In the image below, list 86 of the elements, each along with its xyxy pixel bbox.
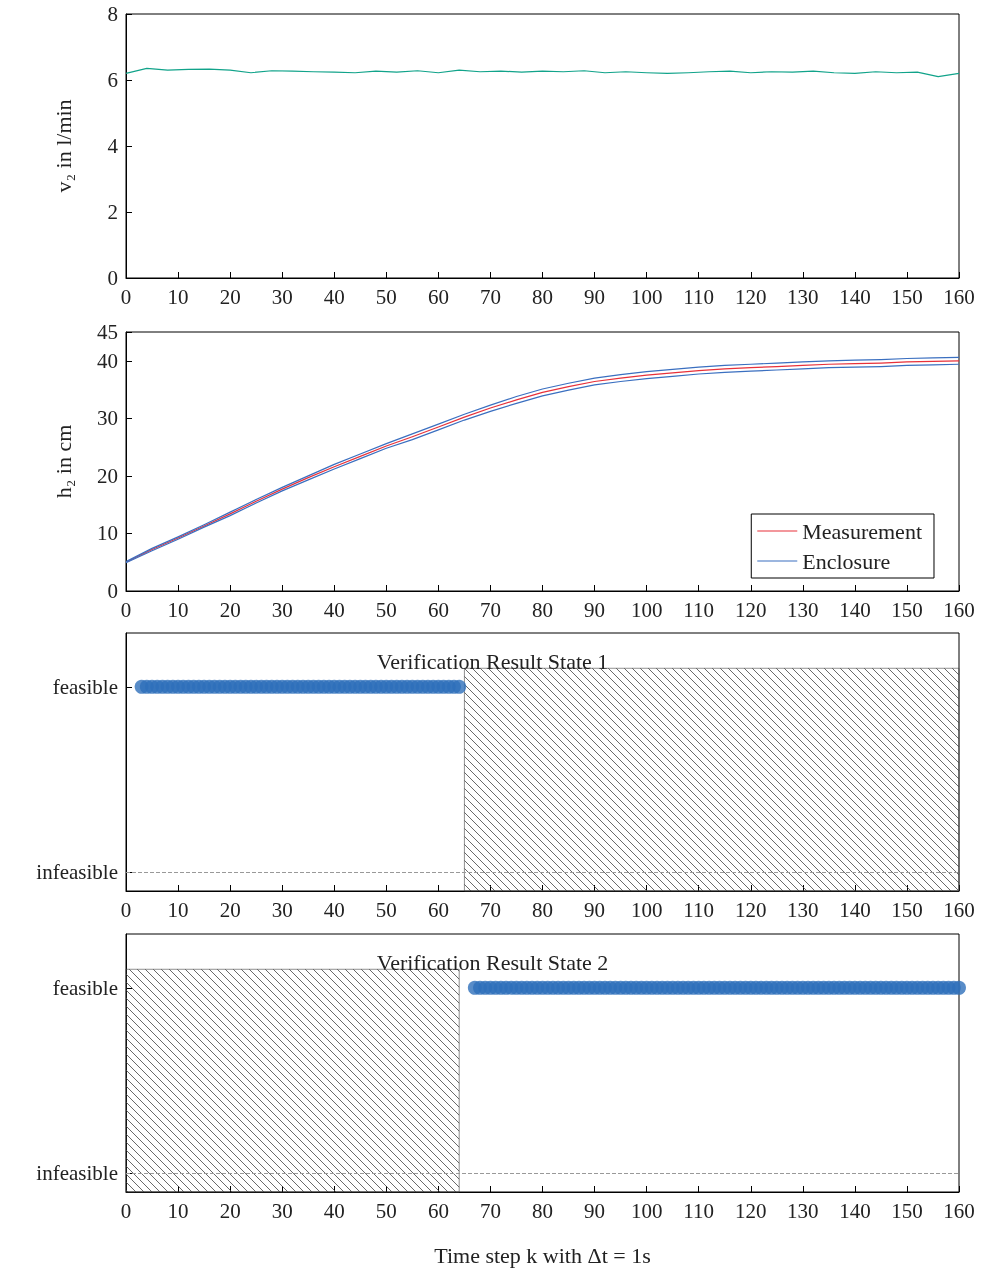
x-tick-label: 70: [479, 597, 501, 622]
legend-label: Enclosure: [802, 548, 891, 574]
y-tick-label: 4: [107, 134, 119, 158]
y-tick-label: 45: [97, 320, 118, 344]
x-tick-label: 120: [735, 597, 767, 622]
x-tick-label: 60: [427, 897, 449, 922]
y-tick-label: 2: [107, 200, 118, 224]
x-tick-label: 60: [427, 1198, 449, 1223]
x-tick-label: 120: [735, 897, 767, 922]
y-axis-title: h₂ in cm: [50, 424, 76, 499]
x-tick-label: 100: [630, 597, 663, 622]
x-tick-label: 80: [532, 1198, 553, 1223]
x-tick-label: 130: [787, 597, 819, 622]
x-tick-label: 30: [271, 897, 293, 922]
x-tick-label: 100: [630, 897, 663, 922]
x-tick-label: 10: [167, 1198, 189, 1223]
y-tick-label: 0: [107, 266, 118, 290]
y-tick-label: 40: [97, 348, 118, 373]
x-tick-label: 80: [532, 597, 553, 622]
x-tick-label: 130: [787, 897, 819, 922]
x-tick-label: 150: [891, 284, 923, 309]
x-tick-label: 100: [630, 1198, 663, 1223]
x-tick-label: 110: [683, 284, 715, 309]
x-tick-label: 10: [167, 284, 189, 309]
x-tick-label: 60: [427, 284, 449, 309]
x-tick-label: 10: [167, 897, 189, 922]
y-tick-label: feasible: [52, 975, 118, 1000]
x-tick-label: 20: [219, 1198, 241, 1223]
x-tick-label: 160: [943, 284, 975, 309]
x-tick-label: 110: [683, 897, 715, 922]
x-tick-label: 130: [787, 1198, 819, 1223]
x-tick-label: 40: [323, 1198, 345, 1223]
legend-label: Measurement: [802, 518, 922, 544]
x-tick-label: 80: [532, 897, 553, 922]
x-tick-label: 160: [943, 897, 975, 922]
y-tick-label: infeasible: [36, 860, 118, 885]
text: Verification Result State 1: [376, 648, 609, 674]
x-tick-label: 120: [735, 1198, 767, 1223]
x-tick-label: 40: [323, 897, 345, 922]
x-tick-label: 110: [683, 597, 715, 622]
y-tick-label: 30: [97, 406, 118, 431]
x-tick-label: 20: [219, 284, 241, 309]
x-tick-label: 120: [735, 284, 767, 309]
x-tick-label: 150: [891, 597, 923, 622]
x-tick-label: 40: [323, 597, 345, 622]
x-tick-label: 20: [219, 897, 241, 922]
x-tick-label: 70: [479, 1198, 501, 1223]
x-tick-label: 140: [839, 1198, 871, 1223]
y-axis-title: v₂ in l/min: [50, 99, 76, 193]
x-tick-label: 30: [271, 597, 293, 622]
x-tick-label: 150: [891, 897, 923, 922]
x-tick-label: 160: [943, 597, 975, 622]
x-axis-title: Time step k with Δt = 1s: [434, 1242, 651, 1268]
x-tick-label: 10: [167, 597, 189, 622]
x-tick-label: 90: [584, 597, 606, 622]
x-tick-label: 50: [375, 1198, 397, 1223]
x-tick-label: 100: [630, 284, 663, 309]
x-tick-label: 140: [839, 897, 871, 922]
y-tick-label: 0: [107, 579, 118, 603]
x-tick-label: 30: [271, 1198, 293, 1223]
x-tick-label: 20: [219, 597, 241, 622]
x-tick-label: 140: [839, 597, 871, 622]
y-tick-label: 20: [97, 463, 118, 488]
x-tick-label: 30: [271, 284, 293, 309]
y-tick-label: 8: [107, 2, 118, 26]
text: Verification Result State 2: [376, 949, 609, 975]
x-tick-label: 90: [584, 284, 606, 309]
x-tick-label: 130: [787, 284, 819, 309]
x-tick-label: 160: [943, 1198, 975, 1223]
x-tick-label: 50: [375, 284, 397, 309]
y-tick-label: feasible: [52, 674, 118, 699]
x-tick-label: 70: [479, 897, 501, 922]
x-tick-label: 70: [479, 284, 501, 309]
x-tick-label: 110: [683, 1198, 715, 1223]
x-tick-label: 50: [375, 597, 397, 622]
y-tick-label: 6: [107, 68, 118, 92]
x-tick-label: 40: [323, 284, 345, 309]
x-tick-label: 150: [891, 1198, 923, 1223]
x-tick-label: 90: [584, 897, 606, 922]
x-tick-label: 80: [532, 284, 553, 309]
x-tick-label: 90: [584, 1198, 606, 1223]
x-tick-label: 60: [427, 597, 449, 622]
x-tick-label: 140: [839, 284, 871, 309]
y-tick-label: 10: [97, 521, 118, 546]
y-tick-label: infeasible: [36, 1161, 118, 1186]
x-tick-label: 50: [375, 897, 397, 922]
